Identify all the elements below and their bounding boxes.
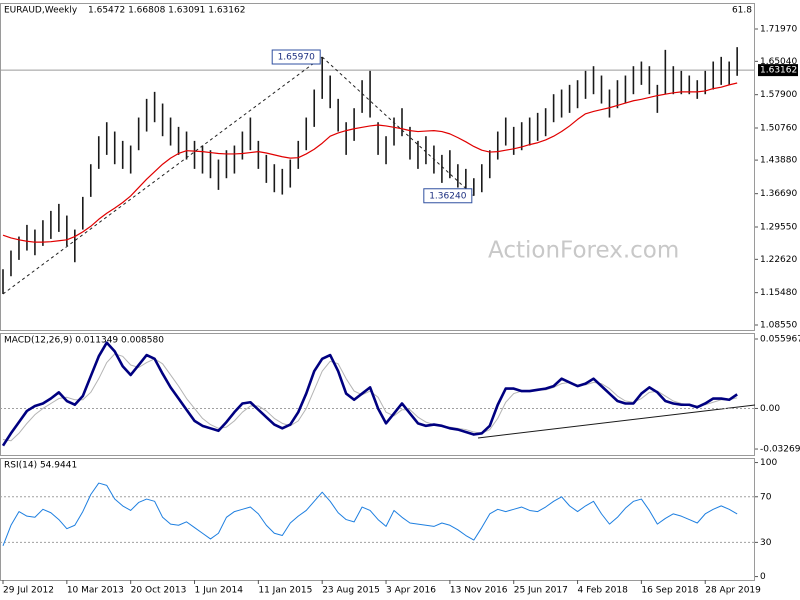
macd-panel bbox=[0, 333, 755, 456]
y-tick-label: -0.032692 bbox=[760, 445, 800, 455]
y-tick-label: 100 bbox=[760, 458, 777, 468]
macd-title: MACD(12,26,9) 0.011349 0.008580 bbox=[4, 336, 164, 346]
fib-label: 61.8 bbox=[732, 6, 752, 16]
y-tick-label: 1.43880 bbox=[760, 156, 797, 166]
rsi-panel bbox=[0, 458, 755, 581]
x-tick-label: 10 Mar 2013 bbox=[67, 586, 124, 596]
y-tick-label: 0.055967 bbox=[760, 334, 800, 344]
x-tick-label: 23 Aug 2015 bbox=[322, 586, 380, 596]
x-tick-label: 3 Apr 2016 bbox=[386, 586, 436, 596]
x-tick-label: 25 Jun 2017 bbox=[514, 586, 568, 596]
chart-title: EURAUD,Weekly bbox=[4, 6, 78, 16]
y-tick-label: 0 bbox=[760, 572, 766, 582]
series-line bbox=[2, 82, 738, 243]
y-tick-label: 0.00 bbox=[760, 404, 780, 414]
last-price-box bbox=[758, 64, 798, 77]
x-tick-label: 4 Feb 2018 bbox=[578, 586, 629, 596]
y-tick-label: 1.15480 bbox=[760, 288, 797, 298]
fib-swing-line bbox=[2, 56, 323, 295]
x-tick-label: 13 Nov 2016 bbox=[450, 586, 508, 596]
series-line bbox=[2, 353, 738, 442]
series-line bbox=[1, 341, 738, 447]
x-tick-label: 20 Oct 2013 bbox=[131, 586, 187, 596]
y-tick-label: 1.50760 bbox=[760, 123, 797, 133]
x-tick-label: 11 Jan 2015 bbox=[258, 586, 312, 596]
price-panel bbox=[0, 3, 755, 331]
y-tick-label: 1.71970 bbox=[760, 24, 797, 34]
y-tick-label: 1.57900 bbox=[760, 90, 797, 100]
y-tick-label: 70 bbox=[760, 492, 772, 502]
y-tick-label: 30 bbox=[760, 538, 772, 548]
annotation-box bbox=[271, 49, 321, 65]
y-tick-label: 1.29550 bbox=[760, 222, 797, 232]
series-line bbox=[2, 482, 738, 546]
annotation-label: 1.36240 bbox=[429, 191, 466, 201]
y-tick-label: 1.36690 bbox=[760, 189, 797, 199]
annotation-label: 1.65970 bbox=[278, 53, 315, 63]
last-price-label: 1.63162 bbox=[760, 66, 797, 76]
x-tick-label: 16 Sep 2018 bbox=[641, 586, 698, 596]
rsi-title: RSI(14) 54.9441 bbox=[4, 461, 77, 471]
x-tick-label: 1 Jun 2014 bbox=[195, 586, 244, 596]
x-tick-label: 29 Jul 2012 bbox=[3, 586, 54, 596]
ohlc-header: 1.65472 1.66808 1.63091 1.63162 bbox=[88, 6, 245, 16]
y-tick-label: 1.65040 bbox=[760, 57, 797, 67]
y-tick-label: 1.22620 bbox=[760, 255, 797, 265]
fib-swing-line bbox=[321, 56, 475, 197]
y-tick-label: 1.08550 bbox=[760, 321, 797, 331]
watermark: ActionForex.com bbox=[488, 238, 679, 264]
x-tick-label: 28 Apr 2019 bbox=[705, 586, 761, 596]
annotation-box bbox=[423, 188, 473, 204]
macd-trendline bbox=[477, 404, 756, 439]
